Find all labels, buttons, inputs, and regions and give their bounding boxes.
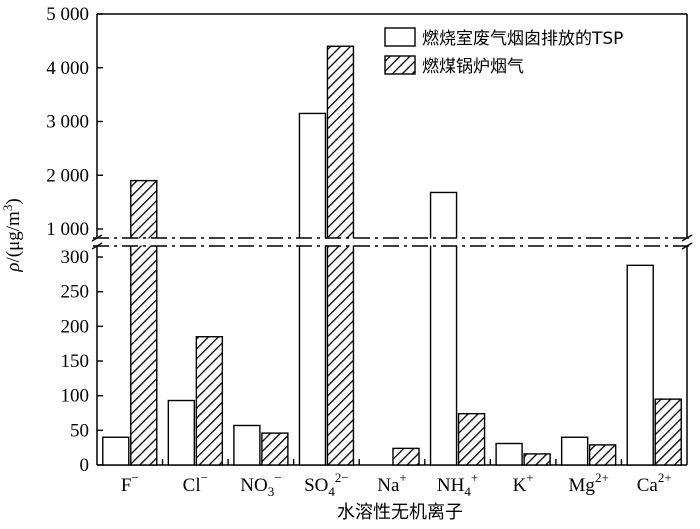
y-tick-label-lower-6: 300 <box>61 247 90 268</box>
y-tick-label-upper-4: 5 000 <box>46 4 89 25</box>
bar-boiler-3 <box>326 45 355 466</box>
x-axis-title: 水溶性无机离子 <box>337 502 463 523</box>
x-tick-label-0: F− <box>121 470 139 496</box>
bar-boiler-7 <box>588 444 617 466</box>
bar-boiler-6 <box>523 453 551 466</box>
axis-break-slash-right-0 <box>681 234 693 242</box>
bar-tsp-1 <box>167 399 196 466</box>
y-tick-label-upper-3: 4 000 <box>46 58 89 79</box>
legend-label-1: 燃煤锅炉烟气 <box>422 57 524 77</box>
y-axis: 0 50 100 150 200 250 300 1 000 2 000 3 000 4 000 5 … <box>46 4 103 476</box>
bar-boiler-5 <box>457 412 486 466</box>
y-tick-label-lower-3: 150 <box>61 351 90 372</box>
bar-tsp-5 <box>429 191 458 466</box>
legend-label-0: 燃烧室废气烟囱排放的TSP <box>422 29 623 49</box>
axis-break-slash-right-1 <box>681 242 693 250</box>
bar-boiler-1 <box>195 336 224 466</box>
x-tick-label-6: K+ <box>513 470 534 496</box>
axis-break-slash-left-0 <box>91 234 103 242</box>
x-tick-label-7: Mg2+ <box>569 470 609 496</box>
y-axis-title: ρ/(μg/m3) <box>0 198 24 272</box>
x-tick-label-5: NH4+ <box>437 470 478 499</box>
x-axis: F− Cl− NO3− SO42− Na+ NH4+ K+ Mg2+ Ca2+ <box>121 459 672 499</box>
bar-boiler-8 <box>654 398 682 466</box>
legend: 燃烧室废气烟囱排放的TSP 燃煤锅炉烟气 <box>384 27 623 77</box>
axis-break-slash-left-1 <box>91 242 103 250</box>
x-tick-label-1: Cl− <box>183 470 208 496</box>
y-tick-label-upper-0: 1 000 <box>46 219 89 240</box>
y-tick-label-lower-2: 100 <box>61 386 90 407</box>
x-tick-label-2: NO3− <box>240 470 281 499</box>
bar-boiler-4 <box>392 447 420 466</box>
x-tick-label-8: Ca2+ <box>637 470 672 496</box>
y-tick-label-lower-0: 0 <box>80 455 90 476</box>
x-tick-label-3: SO42− <box>304 470 349 499</box>
y-tick-label-lower-5: 250 <box>61 282 90 303</box>
bar-tsp-8 <box>626 264 654 466</box>
y-tick-label-lower-4: 200 <box>61 316 90 337</box>
bar-tsp-3 <box>298 112 327 466</box>
bar-tsp-6 <box>495 442 523 466</box>
y-tick-label-upper-2: 3 000 <box>46 112 89 133</box>
axis-break-gap <box>89 238 695 246</box>
y-tick-label-upper-1: 2 000 <box>46 165 89 186</box>
legend-swatch-0 <box>384 27 416 47</box>
bar-tsp-7 <box>560 436 589 466</box>
bar-boiler-2 <box>261 432 289 466</box>
x-tick-label-4: Na+ <box>377 470 407 496</box>
legend-swatch-1 <box>384 55 416 75</box>
plot-area <box>89 13 695 466</box>
y-tick-label-lower-1: 50 <box>70 420 89 441</box>
bar-boiler-0 <box>130 179 158 466</box>
bar-tsp-2 <box>233 424 261 466</box>
bar-tsp-0 <box>102 436 130 466</box>
